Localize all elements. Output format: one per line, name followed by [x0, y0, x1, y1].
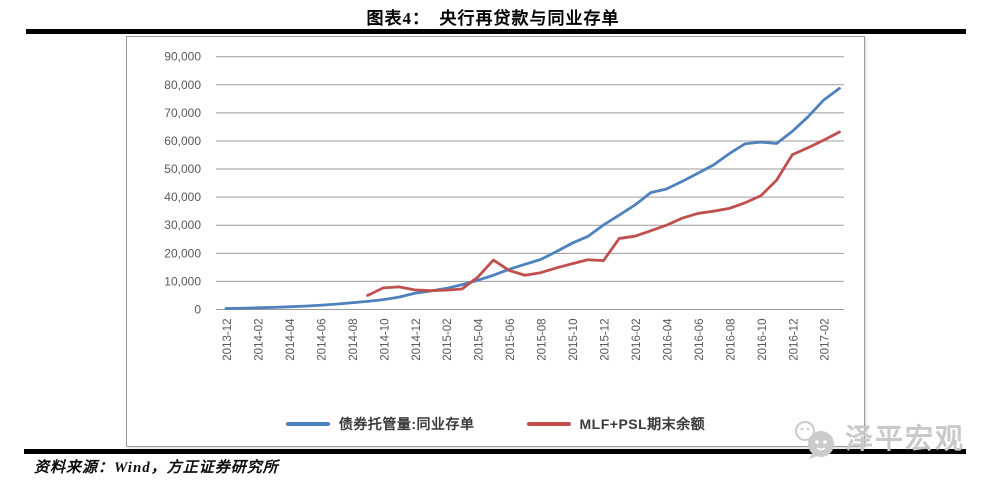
x-tick-label: 2014-08: [348, 319, 360, 361]
x-tick-label: 2015-04: [474, 318, 486, 361]
x-tick-label: 2016-04: [662, 318, 674, 361]
y-tick-label: 20,000: [164, 246, 201, 260]
y-tick-label: 90,000: [164, 50, 201, 64]
zeping-macro-logo-icon: [795, 421, 834, 459]
legend-line-sample-red: [526, 422, 571, 426]
legend-label-mlf-psl: MLF+PSL期末余额: [579, 416, 706, 432]
x-tick-label: 2015-02: [442, 319, 454, 361]
series-line-1: [366, 130, 841, 297]
x-tick-label: 2016-02: [631, 319, 643, 361]
legend-item-ncd: 债券托管量:同业存单: [285, 414, 475, 434]
line-chart: 0 10,000 20,000 30,000 40,000 50,000 60,000 70,…: [164, 50, 844, 361]
y-tick-label: 40,000: [164, 190, 201, 204]
x-tick-label: 2014-04: [285, 318, 297, 361]
y-tick-label: 10,000: [164, 274, 201, 288]
x-tick-label: 2016-10: [757, 319, 769, 361]
y-tick-label: 70,000: [164, 106, 201, 120]
x-tick-label: 2016-12: [788, 319, 800, 361]
chart-container: 0 10,000 20,000 30,000 40,000 50,000 60,000 70,…: [126, 36, 865, 447]
y-tick-label: 50,000: [164, 162, 201, 176]
page-title: 图表4： 央行再贷款与同业存单: [366, 9, 620, 28]
x-tick-label: 2014-02: [253, 319, 265, 361]
y-tick-label: 30,000: [164, 218, 201, 232]
bottom-divider: [24, 449, 966, 454]
series-line-0: [224, 87, 841, 310]
legend-label-ncd: 债券托管量:同业存单: [338, 416, 475, 432]
y-tick-label: 0: [194, 303, 201, 317]
legend-line-sample-blue: [285, 422, 330, 426]
x-tick-label: 2013-12: [222, 319, 234, 361]
chart-legend: 债券托管量:同业存单 MLF+PSL期末余额: [127, 414, 864, 434]
watermark-brand-text: 泽平宏观: [845, 423, 966, 454]
x-tick-label: 2016-06: [694, 319, 706, 361]
legend-item-mlf-psl: MLF+PSL期末余额: [526, 414, 706, 434]
x-tick-label: 2015-10: [568, 319, 580, 361]
source-note: 资料来源：Wind，方正证券研究所: [34, 460, 279, 476]
top-divider: [26, 29, 966, 34]
x-tick-label: 2015-12: [600, 319, 612, 361]
x-tick-label: 2014-12: [411, 319, 423, 361]
y-tick-label: 60,000: [164, 134, 201, 148]
brand-watermark: 泽平宏观: [790, 418, 965, 460]
x-tick-label: 2014-10: [379, 319, 391, 361]
x-tick-label: 2015-06: [505, 319, 517, 361]
x-tick-label: 2014-06: [316, 319, 328, 361]
x-tick-label: 2017-02: [820, 319, 832, 361]
y-tick-label: 80,000: [164, 78, 201, 92]
x-tick-label: 2015-08: [537, 319, 549, 361]
x-tick-label: 2016-08: [725, 319, 737, 361]
